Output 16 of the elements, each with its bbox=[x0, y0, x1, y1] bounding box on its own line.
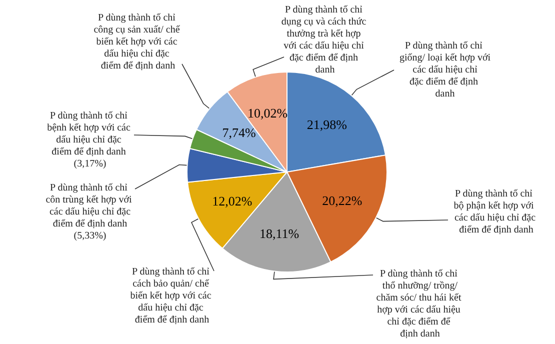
data-label: 10,02% bbox=[247, 106, 288, 121]
slice-label: P dùng thành tố chỉ bệnh kết hợp với các dấu hiệu chỉ đặc điểm để định danh bbox=[47, 110, 133, 158]
data-label: (3,17%) bbox=[74, 158, 106, 170]
data-label: (5,33%) bbox=[74, 230, 106, 242]
slice-label: P dùng thành tố chỉ dụng cụ và cách thức thưởng trà kết hợp với các dấu hiệu chỉ đặc điểm để định danh bbox=[281, 4, 369, 76]
data-label: 20,22% bbox=[322, 192, 362, 208]
slice-label: P dùng thành tố chỉ giống/ loại kết hợp với các dấu hiệu chỉ đặc điểm để định danh bbox=[399, 40, 491, 100]
slice-label: P dùng thành tố chỉ công cụ sản xuất/ chế biến kết hợp với các dấu hiệu chỉ đặc điểm để định danh bbox=[94, 12, 182, 72]
slice-label: P dùng thành tố chỉ bộ phận kết hợp với các dấu hiệu chỉ đặc điểm để định danh bbox=[454, 188, 536, 236]
data-label: 21,98% bbox=[306, 117, 348, 132]
data-label: 18,11% bbox=[259, 226, 300, 242]
slice-label: P dùng thành tố chỉ thổ nhưỡng/ trồng/chăm sóc/ thu hái kết hợp với các dấu hiệu chỉ đặc điểm để định danh bbox=[376, 268, 464, 340]
slice-label: P dùng thành tố chỉ cách bảo quản/ chế biến kết hợp với các dấu hiệu chỉ đặc điểm để định danh bbox=[130, 266, 214, 326]
data-label: 12,02% bbox=[212, 193, 252, 208]
data-label: 7,74% bbox=[222, 125, 256, 140]
slice-label: P dùng thành tố chỉ côn trùng kết hợp với các dấu hiệu chỉ đặc điểm để định danh bbox=[46, 182, 134, 230]
